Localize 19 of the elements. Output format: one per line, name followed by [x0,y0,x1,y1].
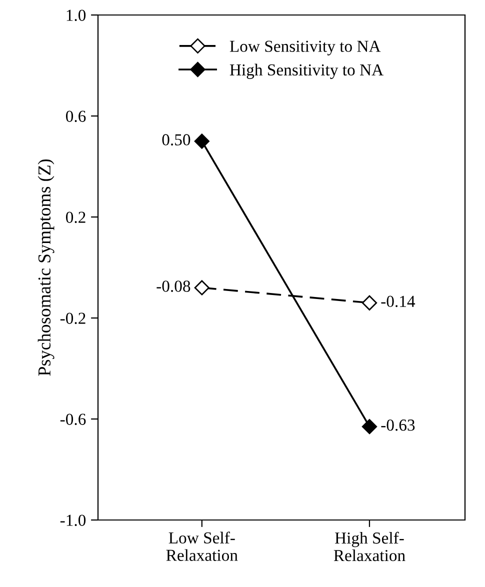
y-tick-label: -0.6 [60,414,86,426]
y-tick-label: -0.2 [60,312,86,324]
y-tick-label: 1.0 [66,10,86,22]
y-tick-label: 0.6 [66,110,86,122]
y-tick-label: -1.0 [60,514,86,526]
data-label: -0.63 [381,420,415,431]
point [194,134,210,149]
data-label: 0.50 [162,134,190,146]
legend-label: Low Sensitivity to NA [230,40,381,56]
x-tick-label: High Self- Relaxation [334,532,406,562]
data-label: -0.08 [156,280,190,292]
legend-label: High Sensitivity to NA [230,64,384,79]
point [194,280,210,296]
x-tick-label: Low Self- Relaxation [166,532,238,561]
point [362,419,378,434]
data-label: -0.14 [381,296,416,308]
y-tick-label: 0.2 [66,212,86,224]
y-axis-title: Psychosomatic Symptoms (Z) [38,159,54,376]
point [362,295,378,310]
